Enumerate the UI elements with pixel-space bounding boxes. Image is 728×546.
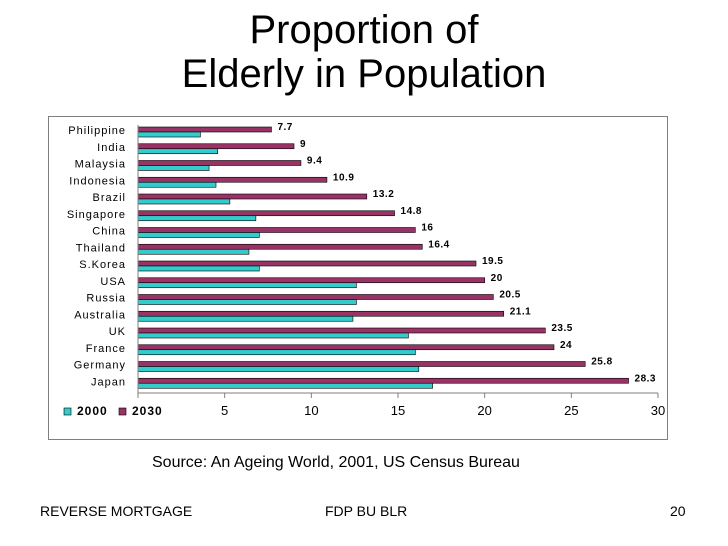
category-label: Philippine [68, 125, 126, 137]
bar-2030 [137, 160, 302, 166]
legend-label-2030: 2030 [132, 404, 163, 418]
legend-swatch-2030 [118, 407, 127, 416]
category-label: China [92, 226, 126, 238]
category-label: Indonesia [69, 175, 126, 187]
slide-number: 20 [670, 503, 686, 519]
bar-2030 [137, 377, 629, 384]
bar-2000 [137, 248, 250, 255]
bar-2030 [137, 193, 368, 200]
slide-title: Proportion of Elderly in Population [0, 8, 728, 96]
footer-left: REVERSE MORTGAGE [40, 503, 193, 519]
bar-2030 [137, 327, 546, 334]
data-label-2030: 20 [491, 273, 503, 284]
bar-2000 [137, 265, 260, 272]
title-line-1: Proportion of [249, 8, 479, 52]
data-label-2030: 9 [300, 139, 306, 150]
title-line-2: Elderly in Population [181, 52, 547, 96]
x-tick-label: 15 [391, 403, 405, 418]
bar-2000 [137, 215, 257, 222]
bar-2000 [137, 382, 433, 389]
data-label-2030: 9.4 [307, 156, 322, 167]
data-label-2030: 21.1 [510, 306, 531, 317]
bar-2000 [137, 299, 357, 305]
category-label: France [86, 343, 126, 355]
bar-2000 [137, 131, 201, 138]
category-label: Singapore [67, 209, 126, 221]
bar-2030 [137, 176, 328, 183]
bar-2030 [137, 294, 494, 300]
bar-2030 [137, 277, 485, 284]
bar-chart: Philippine 7.7 India 9 Malaysia 9.4 Indonesia 1… [63, 122, 665, 418]
chart-frame: Philippine 7.7 India 9 Malaysia 9.4 Indonesia 1… [48, 116, 668, 440]
legend-swatch-2000 [63, 407, 72, 416]
data-label-2030: 24 [560, 340, 572, 351]
bar-2030 [137, 143, 295, 150]
data-label-2030: 14.8 [401, 206, 422, 217]
data-label-2030: 20.5 [499, 290, 520, 301]
bar-2000 [137, 148, 219, 155]
bar-2000 [137, 315, 354, 322]
bar-2030 [137, 210, 395, 217]
bar-2000 [137, 165, 210, 171]
category-label: S.Korea [79, 259, 126, 271]
data-label-2030: 19.5 [482, 256, 503, 267]
bar-2000 [137, 232, 260, 238]
data-label-2030: 7.7 [277, 122, 292, 133]
bar-2000 [137, 181, 217, 188]
data-label-2030: 25.8 [591, 357, 612, 368]
bar-2030 [137, 227, 416, 233]
data-label-2030: 16 [421, 223, 433, 234]
x-tick-label: 20 [477, 403, 491, 418]
bar-2030 [137, 260, 477, 267]
bar-2030 [137, 243, 423, 250]
category-label: USA [100, 276, 126, 288]
legend-label-2000: 2000 [77, 404, 108, 418]
category-label: Malaysia [75, 159, 126, 171]
bar-2030 [137, 344, 555, 351]
data-label-2030: 16.4 [428, 239, 449, 250]
category-label: Thailand [76, 242, 126, 254]
x-tick-label: 30 [651, 403, 665, 418]
bar-2000 [137, 198, 231, 205]
bar-2030 [137, 361, 586, 367]
x-tick-label: 5 [221, 403, 228, 418]
x-tick-label: 10 [304, 403, 318, 418]
bar-2030 [137, 126, 272, 133]
source-note: Source: An Ageing World, 2001, US Census… [152, 454, 520, 471]
bar-2030 [137, 310, 505, 317]
category-label: Russia [86, 293, 126, 305]
category-label: Germany [74, 360, 126, 372]
footer-center: FDP BU BLR [325, 503, 408, 519]
bar-2000 [137, 366, 420, 372]
category-label: UK [109, 326, 126, 338]
data-label-2030: 10.9 [333, 172, 354, 183]
category-label: Brazil [92, 192, 126, 204]
data-label-2030: 23.5 [551, 323, 572, 334]
bar-2000 [137, 332, 409, 339]
category-label: Japan [91, 376, 126, 388]
category-label: Australia [74, 309, 126, 321]
bar-2000 [137, 282, 357, 289]
data-label-2030: 13.2 [373, 189, 394, 200]
data-label-2030: 28.3 [635, 373, 656, 384]
x-tick-label: 25 [564, 403, 578, 418]
bar-2000 [137, 349, 416, 356]
category-label: India [97, 142, 126, 154]
